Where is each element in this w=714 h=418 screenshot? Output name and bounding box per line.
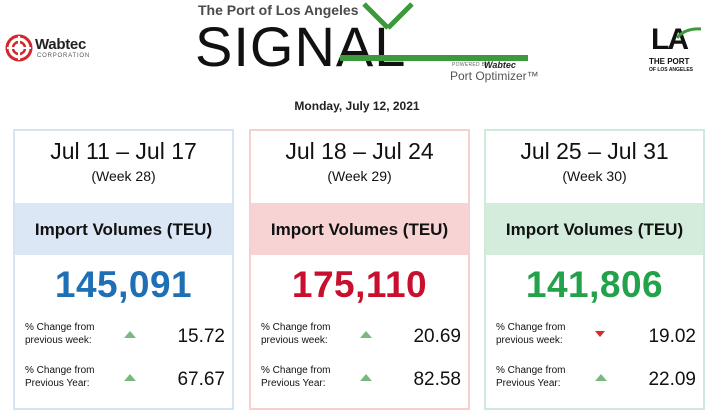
up-arrow-icon bbox=[595, 374, 607, 381]
up-arrow-icon bbox=[124, 331, 136, 338]
change-previous-week: % Change from previous week: 20.69 bbox=[261, 321, 461, 353]
header: Wabtec CORPORATION The Port of Los Angel… bbox=[0, 0, 714, 118]
week-range: Jul 25 – Jul 31 bbox=[520, 138, 669, 164]
metric-label: % Change from Previous Year: bbox=[261, 365, 331, 389]
la-wave-icon bbox=[675, 27, 702, 39]
import-volumes-band: Import Volumes (TEU) bbox=[486, 203, 703, 255]
import-volumes-label: Import Volumes (TEU) bbox=[34, 220, 213, 239]
la-letters: LA bbox=[651, 23, 689, 56]
metric-value: 22.09 bbox=[648, 369, 696, 390]
change-previous-week: % Change from previous week: 15.72 bbox=[25, 321, 225, 353]
la-line1: THE PORT bbox=[649, 57, 690, 66]
metric-label: % Change from Previous Year: bbox=[496, 365, 566, 389]
metric-value: 67.67 bbox=[177, 369, 225, 390]
powered-brand: Wabtec bbox=[484, 60, 516, 70]
port-title: The Port of Los Angeles bbox=[198, 2, 359, 18]
product-name: Port Optimizer™ bbox=[450, 69, 539, 83]
change-previous-year: % Change from Previous Year: 67.67 bbox=[25, 364, 225, 396]
import-volumes-band: Import Volumes (TEU) bbox=[15, 203, 232, 255]
wabtec-subtitle: CORPORATION bbox=[37, 53, 91, 59]
report-date: Monday, July 12, 2021 bbox=[294, 99, 420, 113]
week-card-29: Jul 18 – Jul 24 (Week 29) Import Volumes… bbox=[249, 129, 470, 410]
import-volume-value: 175,110 bbox=[291, 264, 428, 305]
la-port-logo: LA THE PORT OF LOS ANGELES bbox=[645, 24, 705, 80]
metric-value: 19.02 bbox=[648, 326, 696, 347]
change-previous-week: % Change from previous week: 19.02 bbox=[496, 321, 696, 353]
import-volume-value: 141,806 bbox=[525, 264, 664, 305]
week-range: Jul 11 – Jul 17 bbox=[50, 138, 197, 164]
import-volumes-label: Import Volumes (TEU) bbox=[270, 220, 449, 239]
up-arrow-icon bbox=[360, 374, 372, 381]
metric-label: % Change from previous week: bbox=[496, 322, 566, 346]
metric-label: % Change from previous week: bbox=[261, 322, 331, 346]
import-volumes-band: Import Volumes (TEU) bbox=[251, 203, 468, 255]
metric-value: 82.58 bbox=[413, 369, 461, 390]
up-arrow-icon bbox=[360, 331, 372, 338]
metric-label: % Change from previous week: bbox=[25, 322, 95, 346]
week-number: (Week 29) bbox=[327, 168, 392, 184]
metric-value: 15.72 bbox=[177, 326, 225, 347]
change-previous-year: % Change from Previous Year: 22.09 bbox=[496, 364, 696, 396]
down-arrow-icon bbox=[595, 331, 605, 337]
signal-word: SIGNAL bbox=[195, 15, 407, 78]
import-volume-value: 145,091 bbox=[54, 264, 193, 305]
wabtec-mark-icon bbox=[5, 34, 33, 62]
week-number: (Week 28) bbox=[91, 168, 156, 184]
change-previous-year: % Change from Previous Year: 82.58 bbox=[261, 364, 461, 396]
week-card-28: Jul 11 – Jul 17 (Week 28) Import Volumes… bbox=[13, 129, 234, 410]
week-card-30: Jul 25 – Jul 31 (Week 30) Import Volumes… bbox=[484, 129, 705, 410]
metric-value: 20.69 bbox=[413, 326, 461, 347]
signal-x-icon bbox=[362, 2, 414, 30]
metric-label: % Change from Previous Year: bbox=[25, 365, 95, 389]
week-number: (Week 30) bbox=[562, 168, 627, 184]
wabtec-name: Wabtec bbox=[35, 36, 86, 53]
powered-by-label: POWERED BY bbox=[452, 62, 489, 68]
import-volumes-label: Import Volumes (TEU) bbox=[505, 220, 684, 239]
week-range: Jul 18 – Jul 24 bbox=[285, 138, 434, 164]
wabtec-logo: Wabtec CORPORATION bbox=[4, 33, 96, 63]
up-arrow-icon bbox=[124, 374, 136, 381]
signal-accent-bar bbox=[340, 55, 528, 61]
la-line2: OF LOS ANGELES bbox=[649, 67, 693, 73]
